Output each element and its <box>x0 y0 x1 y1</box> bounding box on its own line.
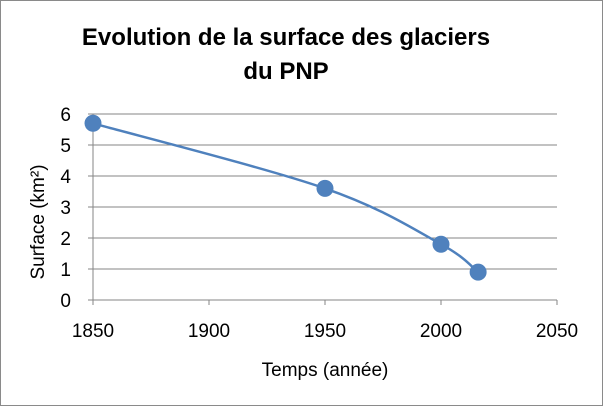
data-point-1950 <box>316 179 334 197</box>
y-tick-label: 6 <box>60 105 71 126</box>
series <box>84 114 487 281</box>
data-point-2000 <box>432 235 450 253</box>
y-tick-label: 0 <box>60 291 71 312</box>
x-axis-label: Temps (année) <box>262 360 389 381</box>
chart-title-line-1: Evolution de la surface des glaciers <box>81 24 491 51</box>
y-tick-label: 3 <box>60 198 71 219</box>
y-tick-label: 1 <box>60 260 71 281</box>
x-tick-label: 1950 <box>304 321 346 342</box>
chart-title-line-2: du PNP <box>243 58 329 85</box>
y-tick-label: 4 <box>60 167 71 188</box>
y-tick-label: 5 <box>60 136 71 157</box>
axes <box>88 113 558 305</box>
x-tick-label: 2000 <box>420 321 462 342</box>
chart-title: Evolution de la surface des glaciers du … <box>41 21 531 89</box>
x-tick-label: 2050 <box>536 321 578 342</box>
tick-labels: 0 1 2 3 4 5 6 1850 1900 1950 2000 2050 <box>60 105 578 342</box>
data-point-1850 <box>84 114 102 132</box>
data-point-2016 <box>469 263 487 281</box>
x-tick-label: 1900 <box>188 321 230 342</box>
x-tick-label: 1850 <box>72 321 114 342</box>
series-line <box>92 122 479 274</box>
y-axis-label: Surface (km²) <box>28 164 49 279</box>
y-tick-label: 2 <box>60 229 71 250</box>
